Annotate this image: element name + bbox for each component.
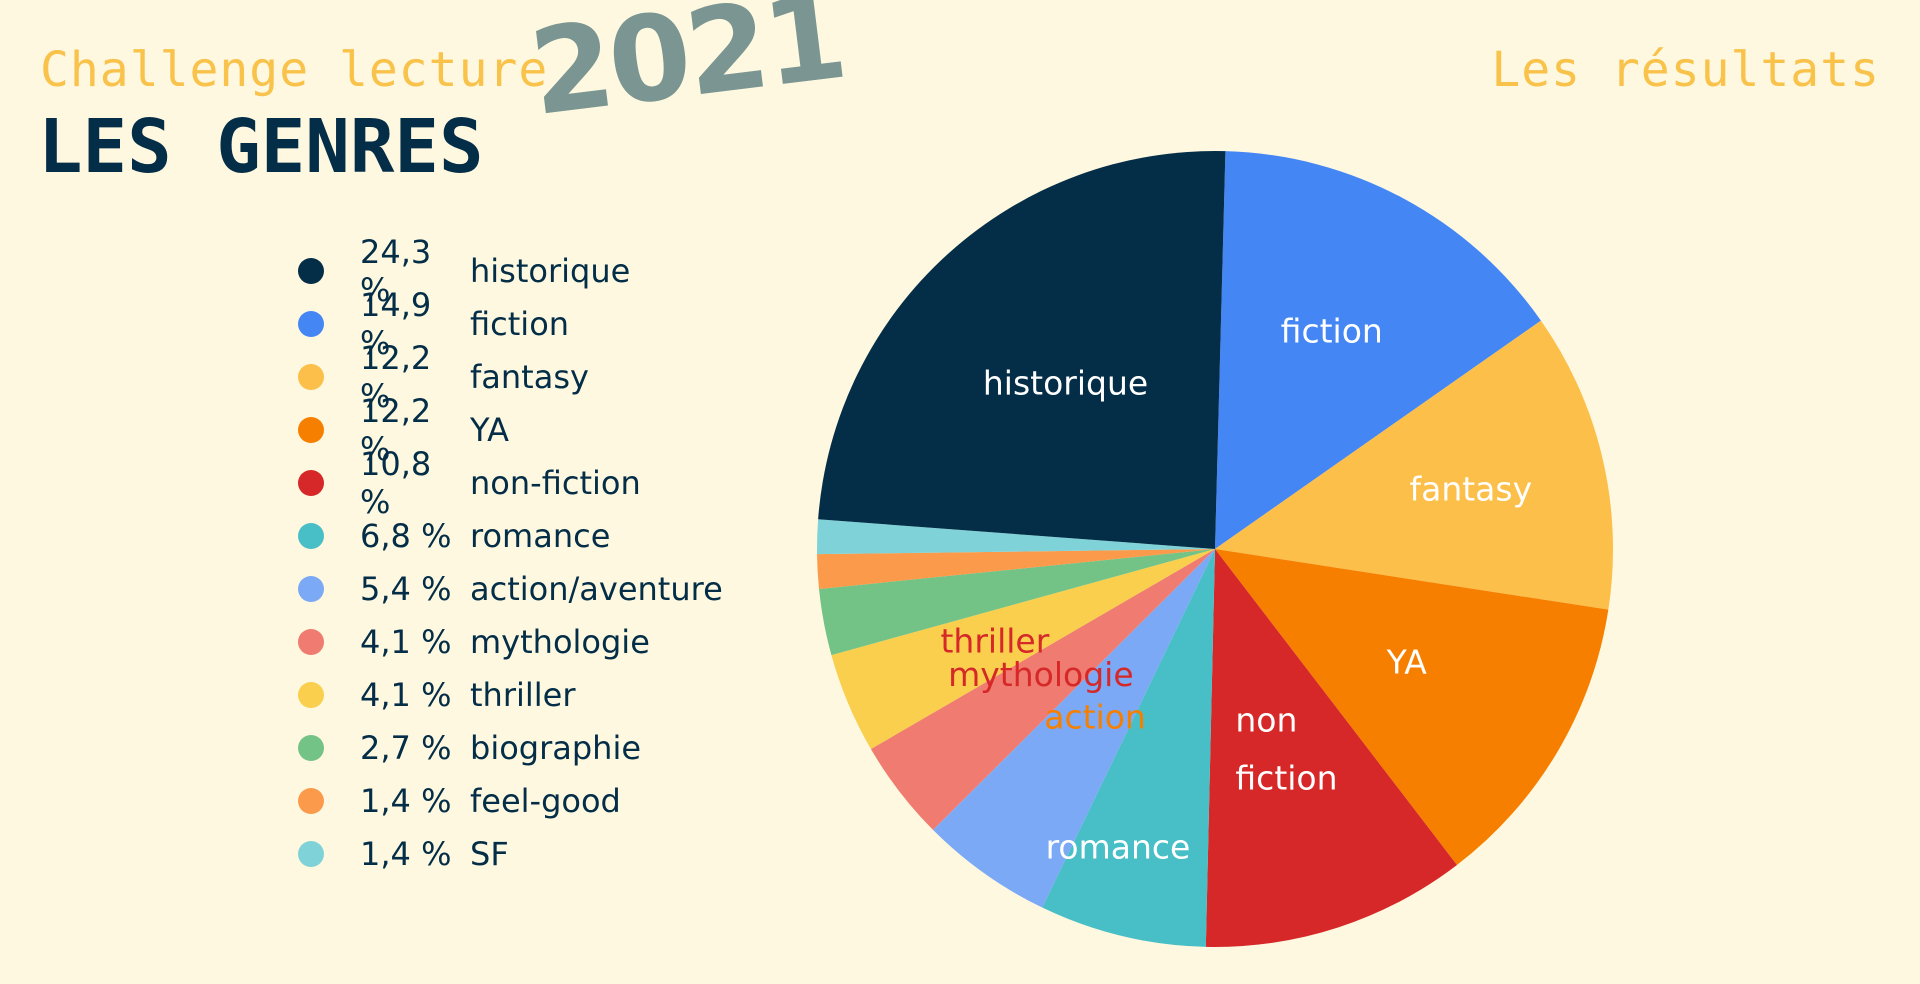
pie-label-fiction: fiction bbox=[1281, 312, 1383, 351]
legend-label: romance bbox=[470, 516, 611, 555]
legend-swatch bbox=[298, 310, 324, 337]
legend-item-romance: 6,8 % romance bbox=[298, 509, 723, 562]
legend-label: historique bbox=[470, 251, 631, 290]
legend-item-sf: 1,4 % SF bbox=[298, 827, 723, 880]
challenge-subtitle: Challenge lecture bbox=[40, 42, 549, 98]
pie-slice-action-aventure bbox=[933, 549, 1215, 908]
legend-percent: 6,8 % bbox=[360, 516, 452, 555]
legend-percent: 10,8 % bbox=[360, 444, 432, 521]
legend-item-non-fiction: 10,8 % non-fiction bbox=[298, 445, 723, 521]
pie-label-historique: historique bbox=[983, 364, 1148, 403]
legend-item-fantasy: 12,2 % fantasy bbox=[298, 339, 723, 415]
legend-percent: 1,4 % bbox=[360, 834, 452, 873]
legend-swatch bbox=[298, 681, 324, 708]
legend-swatch bbox=[298, 840, 324, 867]
pie-label-romance: romance bbox=[1046, 828, 1191, 867]
legend-label: mythologie bbox=[470, 622, 650, 661]
pie-slice-non-fiction bbox=[1205, 549, 1457, 947]
legend-percent: 2,7 % bbox=[360, 728, 452, 767]
legend-label: feel-good bbox=[470, 781, 621, 820]
pie-slice-sf bbox=[817, 519, 1215, 555]
legend-percent: 12,2 % bbox=[360, 338, 432, 415]
legend-percent: 5,4 % bbox=[360, 569, 452, 608]
legend-item-ya: 12,2 % YA bbox=[298, 392, 723, 468]
legend-swatch bbox=[298, 575, 324, 602]
legend-percent: 1,4 % bbox=[360, 781, 452, 820]
legend-swatch bbox=[298, 628, 324, 655]
pie-label-ya: YA bbox=[1386, 643, 1428, 682]
legend-percent: 14,9 % bbox=[360, 285, 432, 362]
legend-percent: 12,2 % bbox=[360, 391, 432, 468]
pie-slice-mythologie bbox=[870, 549, 1215, 830]
legend-label: action/aventure bbox=[470, 569, 723, 608]
pie-slice-fantasy bbox=[1215, 320, 1613, 610]
legend-swatch bbox=[298, 522, 324, 549]
pie-slice-fiction bbox=[1215, 151, 1541, 549]
legend-label: YA bbox=[470, 410, 509, 449]
legend-label: biographie bbox=[470, 728, 642, 767]
pie-slice-ya bbox=[1215, 549, 1609, 865]
pie-label-action-aventure: action bbox=[1044, 698, 1146, 737]
legend-item-historique: 24,3 % historique bbox=[298, 233, 723, 309]
legend-item-mythologie: 4,1 % mythologie bbox=[298, 615, 723, 668]
legend-item-action-aventure: 5,4 % action/aventure bbox=[298, 562, 723, 615]
page-title: LES GENRES bbox=[38, 104, 484, 190]
legend-percent: 4,1 % bbox=[360, 675, 452, 714]
legend-percent: 24,3 % bbox=[360, 232, 432, 309]
pie-label-mythologie: mythologie bbox=[948, 655, 1134, 694]
chart-legend: 24,3 % historique 14,9 % fiction 12,2 % fan… bbox=[298, 233, 723, 880]
legend-item-fiction: 14,9 % fiction bbox=[298, 286, 723, 362]
pie-label-non-fiction: non fiction bbox=[1235, 701, 1337, 798]
results-label: Les résultats bbox=[1491, 42, 1880, 98]
legend-swatch bbox=[298, 416, 324, 443]
legend-label: non-fiction bbox=[470, 463, 641, 502]
legend-item-feel-good: 1,4 % feel-good bbox=[298, 774, 723, 827]
legend-label: SF bbox=[470, 834, 509, 873]
pie-slice-romance bbox=[1042, 549, 1215, 947]
legend-label: fiction bbox=[470, 304, 570, 343]
pie-slice-feel-good bbox=[817, 549, 1215, 590]
legend-label: fantasy bbox=[470, 357, 589, 396]
pie-slice-thriller bbox=[831, 549, 1215, 750]
legend-item-thriller: 4,1 % thriller bbox=[298, 668, 723, 721]
pie-slice-historique bbox=[818, 150, 1226, 549]
legend-label: thriller bbox=[470, 675, 576, 714]
legend-percent: 4,1 % bbox=[360, 622, 452, 661]
legend-swatch bbox=[298, 787, 324, 814]
pie-slice-biographie bbox=[819, 549, 1215, 656]
legend-swatch bbox=[298, 363, 324, 390]
legend-swatch bbox=[298, 469, 324, 496]
legend-swatch bbox=[298, 734, 324, 761]
legend-item-biographie: 2,7 % biographie bbox=[298, 721, 723, 774]
pie-label-fantasy: fantasy bbox=[1409, 469, 1532, 508]
pie-label-thriller: thriller bbox=[940, 622, 1049, 661]
legend-swatch bbox=[298, 257, 324, 284]
